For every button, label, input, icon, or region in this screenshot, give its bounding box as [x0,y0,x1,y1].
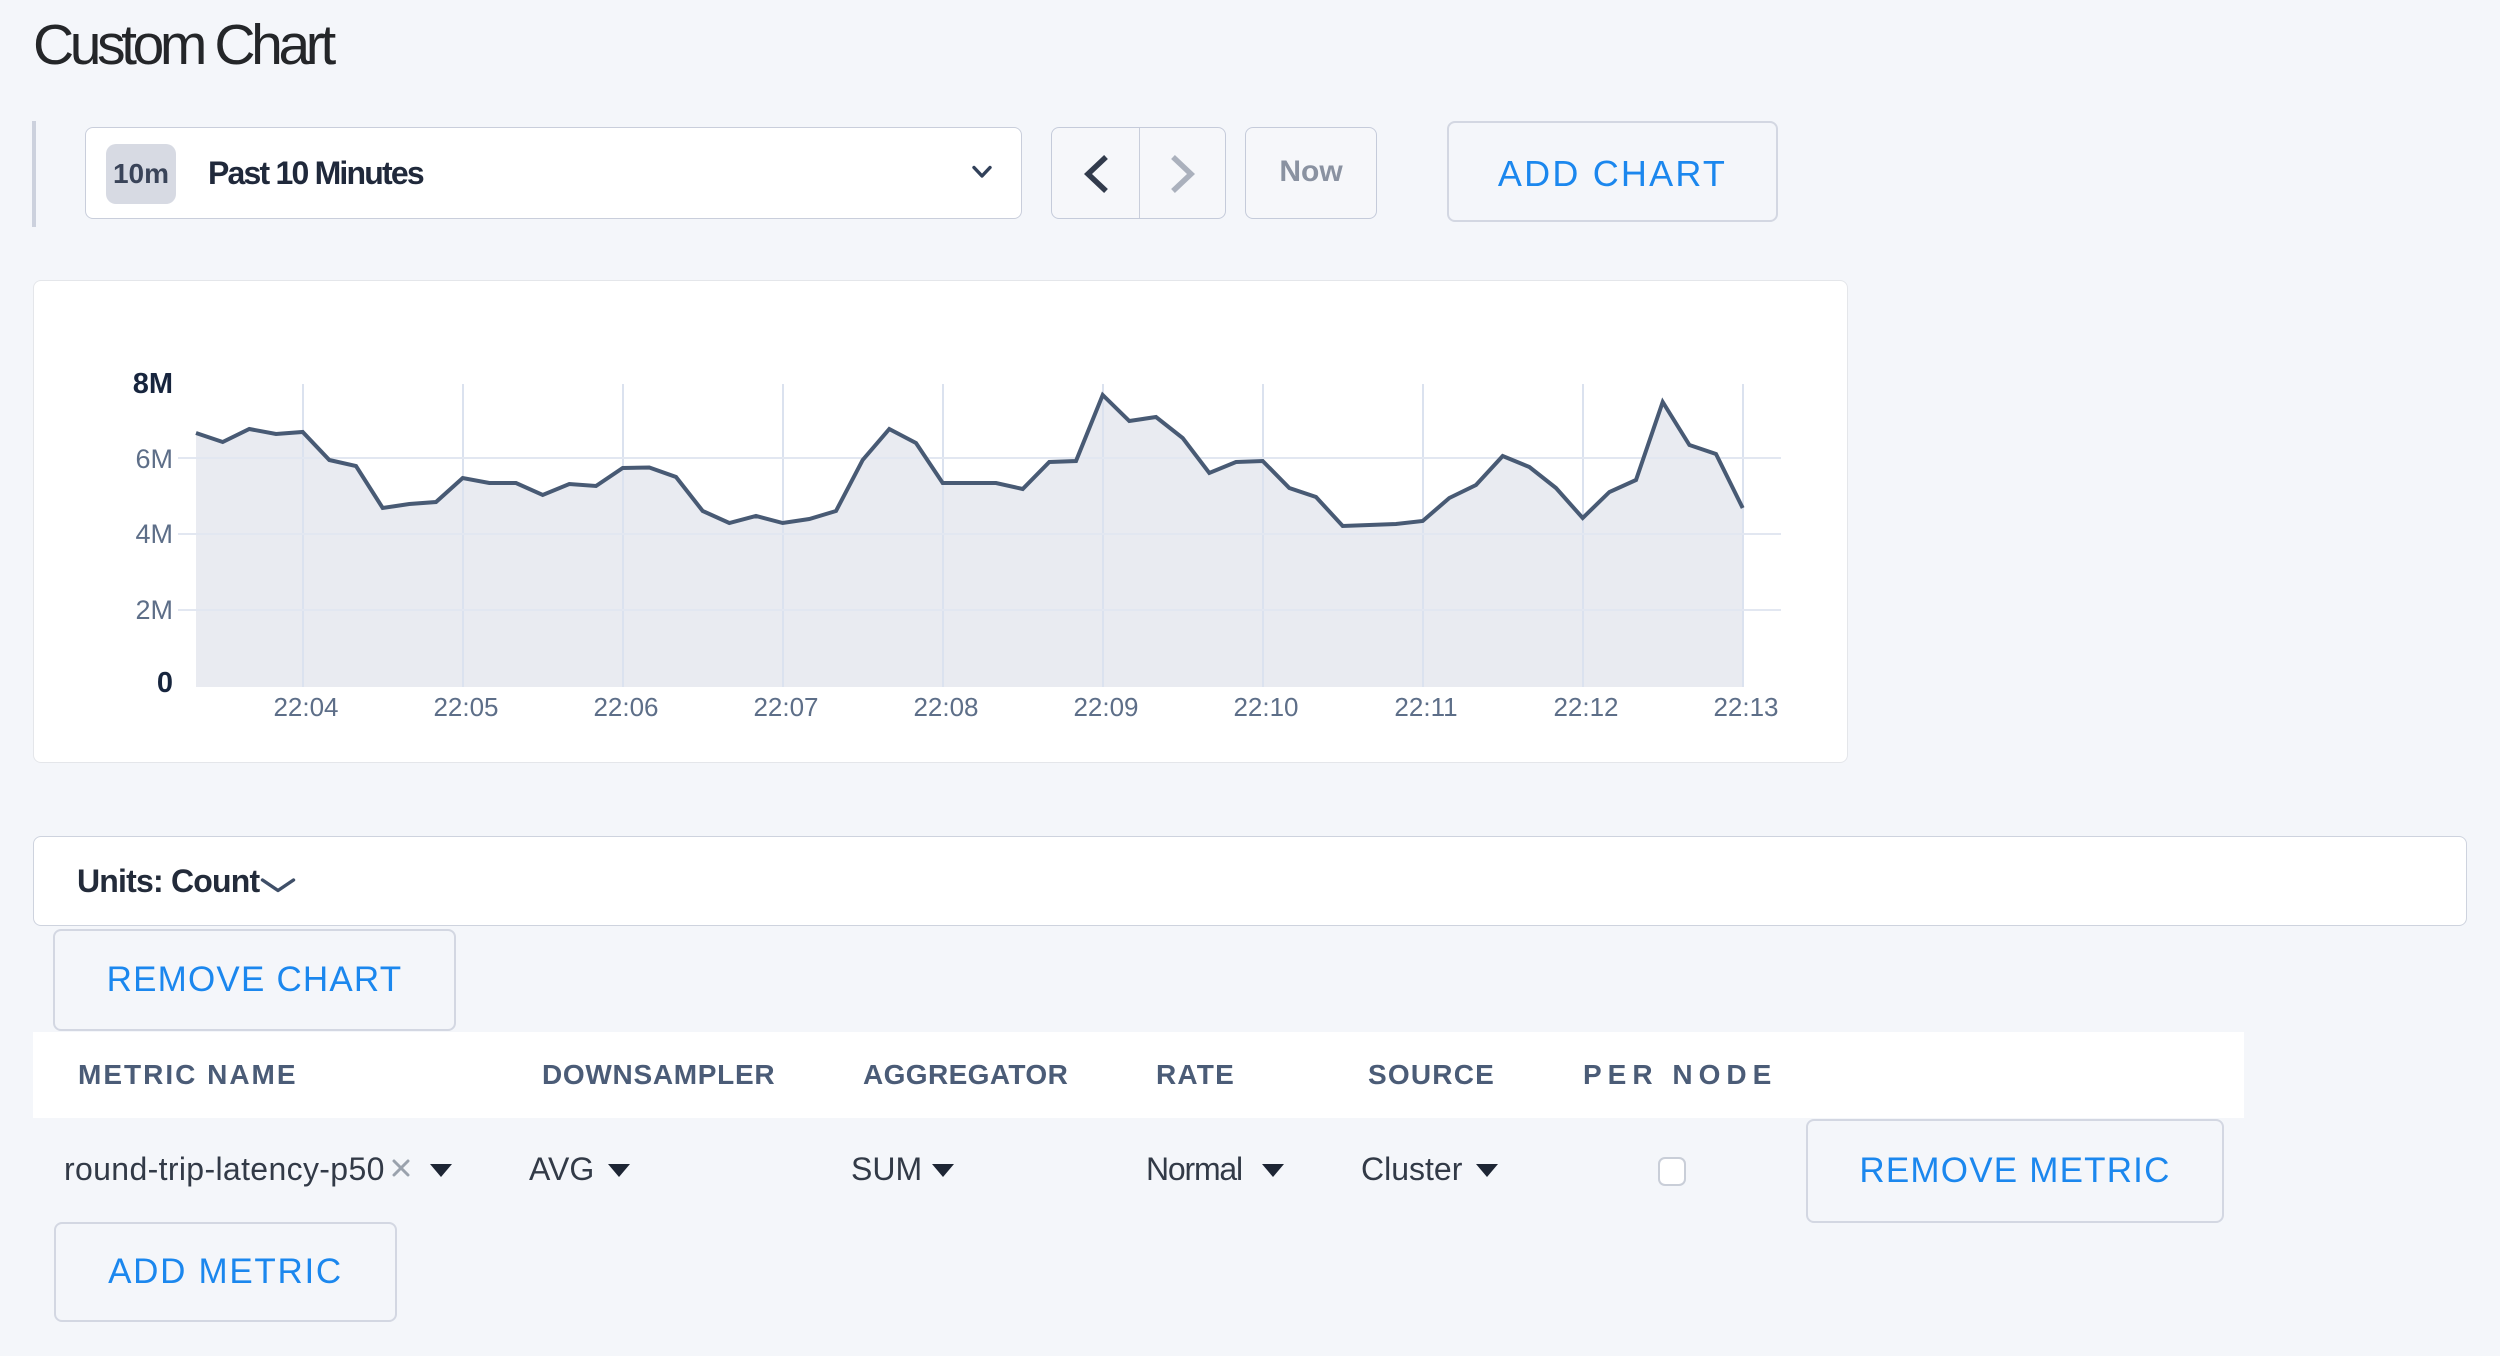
svg-text:22:12: 22:12 [1553,692,1618,722]
svg-text:22:13: 22:13 [1713,692,1778,722]
svg-text:6M: 6M [135,444,173,474]
svg-text:22:11: 22:11 [1394,692,1457,722]
svg-text:0: 0 [157,667,173,699]
svg-text:22:04: 22:04 [273,692,338,722]
svg-text:2M: 2M [135,595,173,625]
svg-text:22:06: 22:06 [593,692,658,722]
svg-text:22:07: 22:07 [753,692,818,722]
svg-text:22:10: 22:10 [1233,692,1298,722]
svg-text:22:05: 22:05 [433,692,498,722]
svg-text:22:08: 22:08 [913,692,978,722]
svg-text:22:09: 22:09 [1073,692,1138,722]
svg-text:8M: 8M [133,368,173,400]
svg-text:4M: 4M [135,519,173,549]
